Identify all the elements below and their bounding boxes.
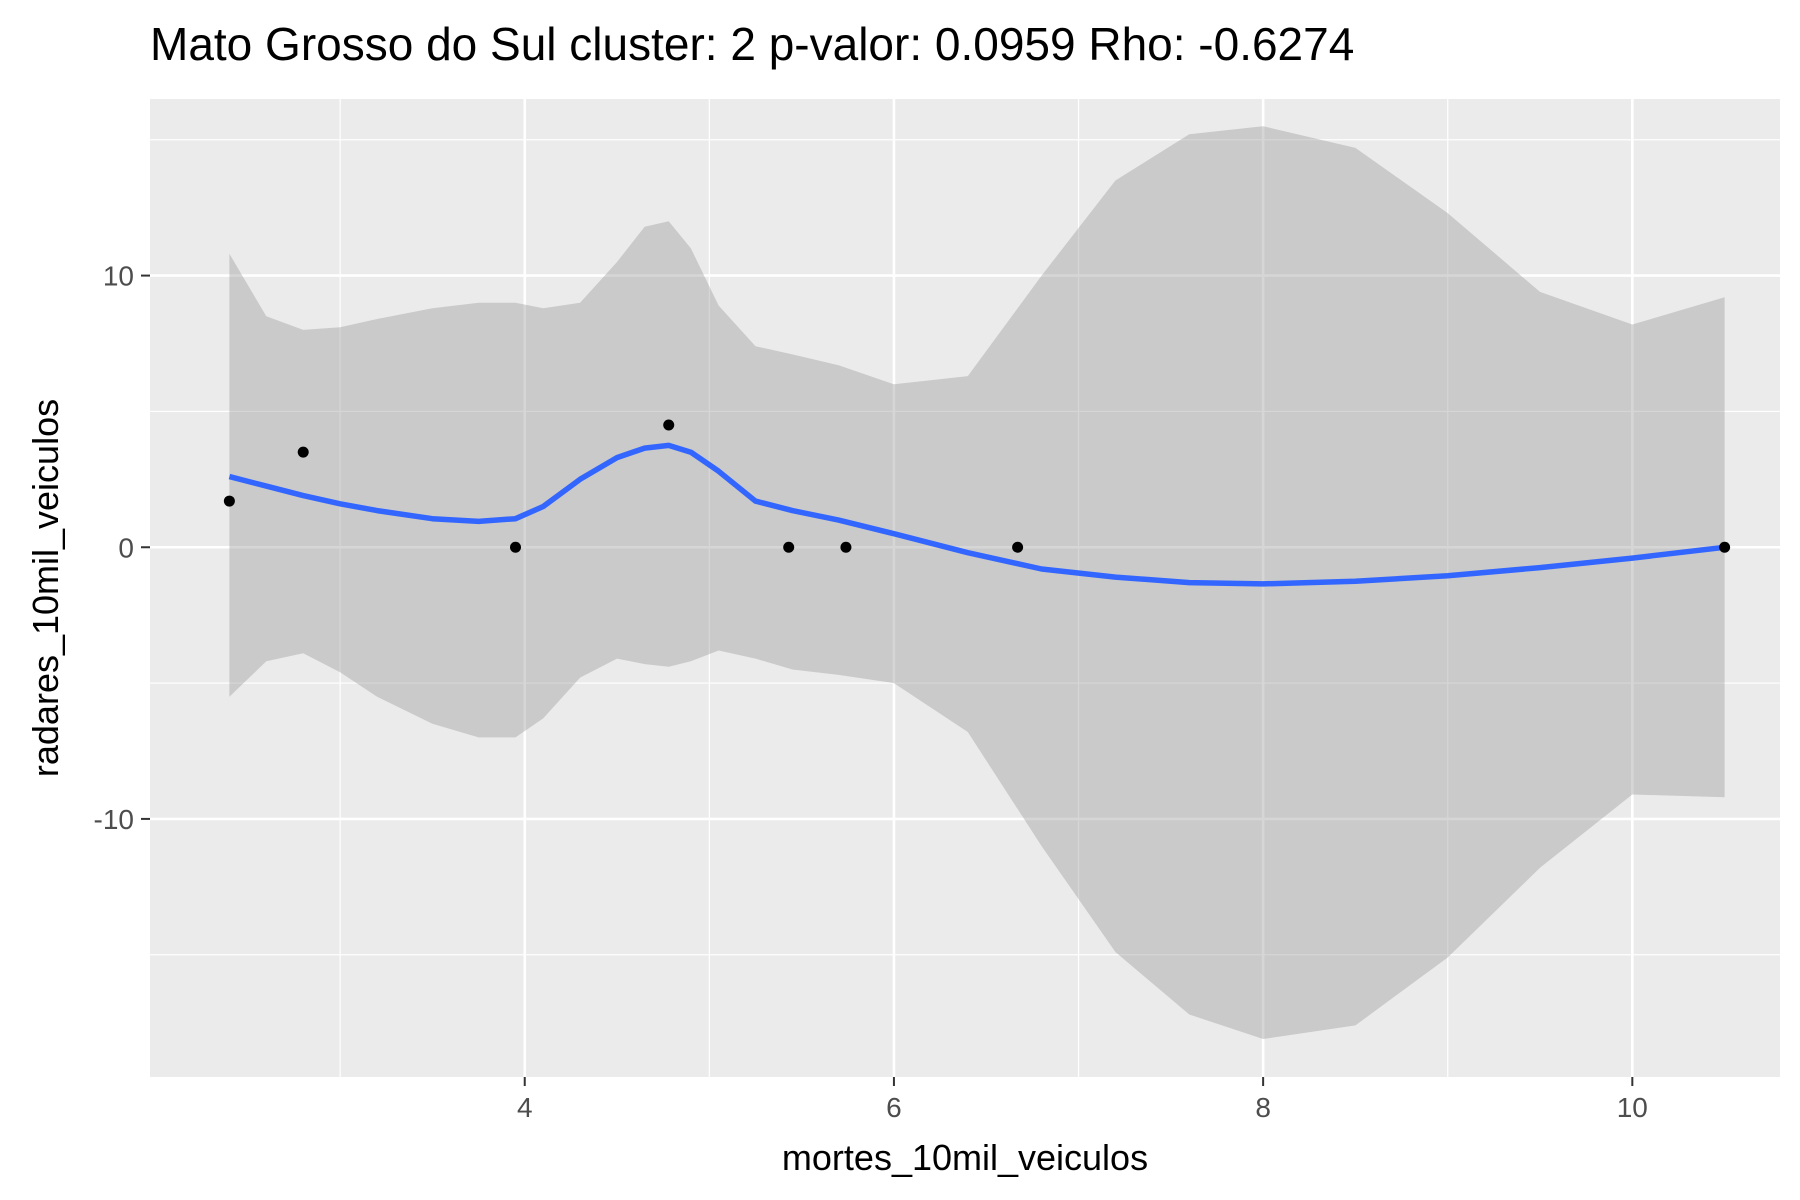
y-tick-label: 0: [118, 532, 134, 563]
y-axis: -10 0 10: [94, 261, 150, 835]
data-points: [223, 419, 1731, 553]
x-tick-label: 8: [1255, 1092, 1271, 1123]
x-tick-label: 4: [517, 1092, 533, 1123]
data-point: [663, 419, 675, 431]
confidence-band-area: [229, 126, 1725, 1039]
data-point: [1719, 541, 1731, 553]
data-point: [510, 541, 522, 553]
data-point: [783, 541, 795, 553]
smooth-line: [228, 442, 1725, 587]
x-axis: 4 6 8 10: [517, 1077, 1648, 1123]
x-tick-label: 10: [1617, 1092, 1648, 1123]
y-tick-label: -10: [94, 804, 134, 835]
x-axis-title: mortes_10mil_veiculos: [782, 1137, 1148, 1178]
minor-gridlines: [150, 99, 1780, 1077]
y-tick-label: 10: [103, 261, 134, 292]
y-axis-title: radares_10mil_veiculos: [25, 399, 66, 777]
x-tick-label: 6: [886, 1092, 902, 1123]
data-point: [297, 446, 309, 458]
chart-title: Mato Grosso do Sul cluster: 2 p-valor: 0…: [150, 18, 1354, 70]
confidence-band: [229, 126, 1725, 1039]
data-point: [223, 495, 235, 507]
smooth-line-path: [228, 442, 1725, 587]
plot-panel: [150, 99, 1780, 1077]
major-gridlines: [150, 99, 1780, 1077]
data-point: [840, 541, 852, 553]
data-point: [1012, 541, 1024, 553]
